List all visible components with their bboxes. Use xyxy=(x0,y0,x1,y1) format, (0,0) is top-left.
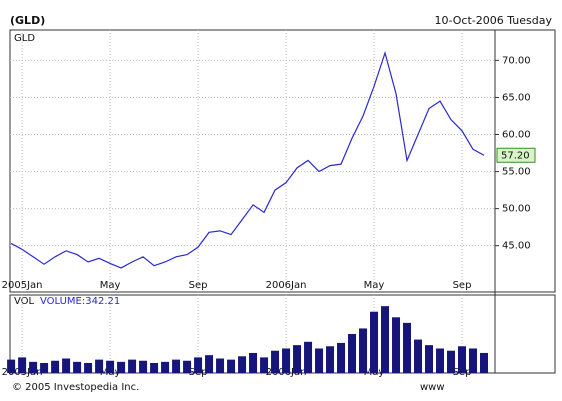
volume-bar xyxy=(381,306,390,373)
last-price-box xyxy=(496,147,536,163)
volume-bar xyxy=(326,346,335,373)
volume-bar xyxy=(51,360,60,373)
volume-bar xyxy=(304,341,313,373)
x-tick-label: May xyxy=(364,280,385,291)
volume-bar xyxy=(458,346,467,373)
volume-bar xyxy=(249,352,258,373)
volume-bar xyxy=(359,328,368,373)
volume-subtitle: VOLUME:342.21 xyxy=(40,296,120,307)
y-tick-label: 70.00 xyxy=(502,55,531,66)
volume-bar xyxy=(480,352,489,373)
volume-bar xyxy=(106,360,115,373)
volume-bar xyxy=(315,348,324,373)
volume-bar xyxy=(260,357,269,373)
volume-bar xyxy=(84,362,93,373)
volume-bar xyxy=(271,350,280,373)
volume-bar xyxy=(370,311,379,373)
y-tick-label: 60.00 xyxy=(502,130,531,141)
x-tick-label: 2005Jan xyxy=(2,280,43,291)
url: www xyxy=(420,382,445,393)
volume-bar xyxy=(205,355,214,373)
date: 10-Oct-2006 Tuesday xyxy=(434,14,552,27)
volume-bar xyxy=(282,348,291,373)
volume-bar xyxy=(425,345,434,373)
volume-bar xyxy=(161,361,170,373)
volume-bar xyxy=(29,361,38,373)
volume-bar xyxy=(73,361,82,373)
volume-bar xyxy=(392,317,401,373)
volume-bar xyxy=(62,358,71,373)
volume-bar xyxy=(18,357,27,373)
y-tick-label: 65.00 xyxy=(502,92,531,103)
volume-bar xyxy=(469,348,478,373)
volume-bar xyxy=(403,322,412,373)
x-tick-label: May xyxy=(100,280,121,291)
volume-bar xyxy=(139,360,148,373)
volume-bar xyxy=(95,359,104,373)
volume-bar xyxy=(436,348,445,373)
volume-bar xyxy=(7,359,16,373)
volume-bar xyxy=(40,362,49,373)
x-tick-label: Sep xyxy=(453,280,472,291)
y-tick-label: 45.00 xyxy=(502,241,531,252)
x-tick-label: 2006Jan xyxy=(266,280,307,291)
volume-bar xyxy=(194,357,203,373)
volume-bar xyxy=(293,345,302,373)
price-line xyxy=(10,50,485,269)
last-price-label: 57.20 xyxy=(501,150,530,161)
volume-bar xyxy=(227,359,236,373)
y-tick-label: 55.00 xyxy=(502,167,531,178)
volume-bar xyxy=(128,359,137,373)
volume-bar xyxy=(414,339,423,373)
x-tick-label: Sep xyxy=(189,280,208,291)
volume-bar xyxy=(238,356,247,373)
volume-bar xyxy=(117,361,126,373)
symbol: (GLD) xyxy=(10,14,45,27)
volume-bar xyxy=(183,360,192,373)
copyright: © 2005 Investopedia Inc. xyxy=(12,382,139,393)
volume-bar xyxy=(447,350,456,373)
y-tick-label: 50.00 xyxy=(502,204,531,215)
price-frame xyxy=(9,29,556,293)
volume-bar xyxy=(337,342,346,373)
volume-title: VOL xyxy=(14,296,35,307)
volume-bar xyxy=(216,358,225,373)
price-title: GLD xyxy=(14,33,35,44)
volume-bar xyxy=(172,359,181,373)
volume-bar xyxy=(150,362,159,373)
volume-bar xyxy=(348,334,357,373)
